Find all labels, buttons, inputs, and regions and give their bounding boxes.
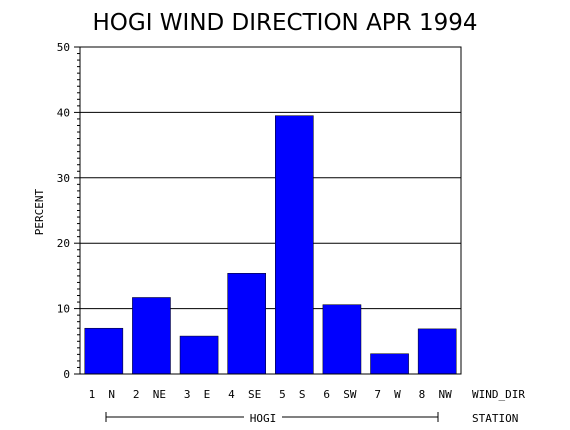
bar (275, 115, 314, 375)
x-tick-label: 1 N (89, 388, 116, 401)
x-tick-label: 4 SE (228, 388, 261, 401)
y-axis-label: PERCENT (33, 188, 46, 235)
x-tick-label: 7 W (374, 388, 401, 401)
y-tick-label: 50 (57, 41, 70, 54)
x-tick-label: 8 NW (419, 388, 452, 401)
bar (179, 335, 219, 375)
station-group-label: HOGI (250, 412, 277, 425)
station-label-background (244, 409, 282, 425)
y-tick-label: 10 (57, 303, 70, 316)
x-axis-label: WIND_DIR (472, 388, 525, 401)
y-axis-ticks: 0 10 20 30 40 50 (57, 41, 80, 381)
x-tick-label: 6 SW (323, 388, 356, 401)
x-tick-label: 2 NE (133, 388, 166, 401)
bar (417, 328, 457, 375)
y-tick-label: 30 (57, 172, 70, 185)
y-tick-label: 40 (57, 106, 70, 119)
bar (227, 273, 266, 375)
station-axis-label: STATION (472, 412, 518, 425)
y-tick-label: 0 (63, 368, 70, 381)
x-tick-label: 3 E (184, 388, 211, 401)
x-axis-labels: 1 N 2 NE 3 E 4 SE 5 S 6 SW 7 W 8 NW (89, 388, 453, 401)
bar (322, 304, 362, 375)
bar (132, 297, 171, 375)
chart-title: HOGI WIND DIRECTION APR 1994 (92, 10, 477, 36)
bar (84, 327, 124, 375)
bar (370, 353, 409, 375)
bars (84, 115, 457, 375)
gridlines (80, 111, 461, 310)
x-tick-label: 5 S (279, 388, 306, 401)
y-tick-label: 20 (57, 237, 70, 250)
